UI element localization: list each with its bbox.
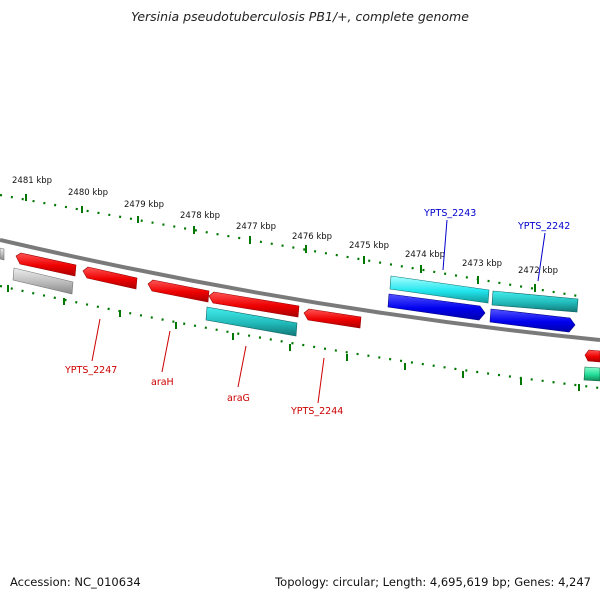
reverse-strand-genes [12, 267, 600, 382]
leader-line [442, 219, 448, 271]
leader-line [161, 330, 171, 373]
gene-arrow[interactable] [205, 306, 298, 337]
accession-text: Accession: NC_010634 [10, 575, 141, 589]
gene-arrow[interactable] [583, 366, 600, 382]
leader-line [537, 232, 546, 282]
leader-line [237, 345, 247, 388]
gene-label-ypts-2242[interactable]: YPTS_2242 [517, 221, 570, 232]
scale-labels: 2481 kbp 2480 kbp 2479 kbp 2478 kbp 2477… [12, 176, 558, 276]
lower-major-ticks [7, 285, 580, 391]
gene-arrow[interactable] [0, 247, 5, 261]
tick-label: 2481 kbp [12, 176, 52, 186]
forward-strand-genes [0, 247, 600, 363]
gene-label-arah[interactable]: araH [151, 377, 174, 388]
gene-arrow[interactable] [82, 266, 138, 290]
topology-text: Topology: circular; Length: 4,695,619 bp… [275, 575, 591, 589]
gene-labels: YPTS_2243 YPTS_2242 YPTS_2247 araH araG … [64, 208, 570, 417]
tick-label: 2476 kbp [292, 232, 332, 242]
leader-line [317, 357, 325, 404]
gene-arrow[interactable] [15, 252, 77, 277]
tick-label: 2473 kbp [462, 259, 502, 269]
gene-arrow[interactable] [147, 279, 210, 303]
label-leaders [91, 219, 546, 404]
upper-major-ticks [25, 194, 536, 292]
tick-label: 2475 kbp [349, 241, 389, 251]
genome-backbone [0, 238, 600, 342]
gene-arrow[interactable] [12, 267, 74, 295]
tick-label: 2472 kbp [518, 266, 558, 276]
gene-arrow[interactable] [303, 308, 362, 329]
gene-arrow[interactable] [387, 293, 486, 321]
upper-tick-track [0, 193, 579, 298]
tick-label: 2474 kbp [405, 250, 445, 260]
gene-label-ypts-2244[interactable]: YPTS_2244 [290, 406, 343, 417]
genome-title: Yersinia pseudotuberculosis PB1/+, compl… [131, 9, 469, 24]
tick-label: 2479 kbp [124, 200, 164, 210]
gene-arrow[interactable] [208, 291, 300, 318]
gene-label-ypts-2247[interactable]: YPTS_2247 [64, 365, 117, 376]
gene-arrow[interactable] [584, 349, 600, 363]
gene-arrow[interactable] [389, 275, 490, 304]
tick-label: 2477 kbp [236, 222, 276, 232]
gene-label-ypts-2243[interactable]: YPTS_2243 [423, 208, 476, 219]
tick-label: 2480 kbp [68, 188, 108, 198]
gene-label-arag[interactable]: araG [227, 393, 250, 404]
gene-arrow[interactable] [489, 308, 576, 333]
tick-label: 2478 kbp [180, 211, 220, 221]
gene-arrow[interactable] [491, 290, 579, 313]
leader-line [91, 318, 101, 362]
